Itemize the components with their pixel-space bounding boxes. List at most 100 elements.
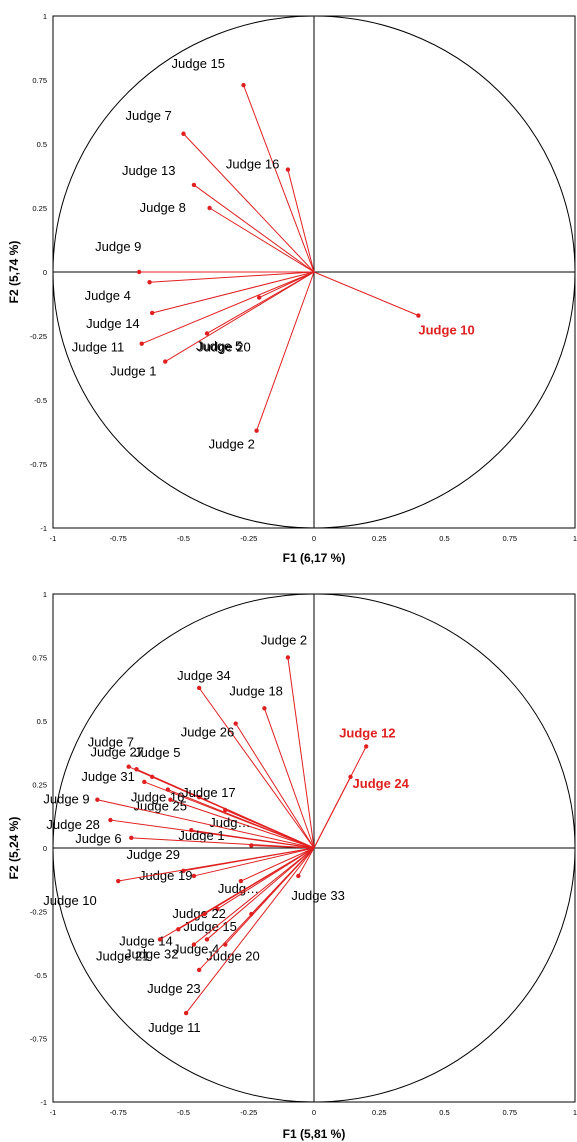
judge-point (191, 182, 197, 188)
judge-point (241, 82, 246, 88)
judge-vector (313, 271, 419, 316)
y-tick-label: 0 (43, 844, 47, 853)
judge-label: Judge 7 (88, 735, 134, 750)
judge-point (249, 843, 254, 848)
judge-vector (297, 847, 315, 877)
judge-label: Judge 5 (134, 745, 180, 760)
x-tick-label: -1 (50, 1108, 57, 1117)
y-tick-label: -0.5 (34, 971, 47, 980)
judge-vector (235, 723, 315, 849)
judge-label: Judge 16 (226, 157, 280, 172)
y-tick-label: 0.25 (32, 781, 47, 790)
x-tick-label: 0.25 (372, 534, 387, 543)
judge-point (196, 795, 202, 800)
x-tick-label: -0.5 (177, 1108, 190, 1117)
judge-point (116, 878, 121, 884)
judge-point (168, 797, 173, 802)
judge-label: Judge 15 (172, 56, 226, 71)
judge-point (238, 878, 244, 884)
judge-point (204, 331, 210, 336)
judge-vector (209, 207, 315, 273)
judge-vector (225, 809, 315, 849)
judge-label: Judge 1 (110, 364, 156, 379)
judge-point (181, 131, 186, 136)
judge-point (416, 313, 421, 318)
x-tick-label: 0 (312, 1108, 316, 1117)
judge-point (108, 817, 113, 823)
y-tick-label: 0.5 (37, 717, 47, 726)
x-tick-label: -0.25 (240, 1108, 257, 1117)
judge-label: Judge 13 (122, 163, 176, 178)
judge-label: Judge 10 (43, 893, 97, 908)
judge-point (285, 167, 291, 172)
judge-label: Judge 22 (172, 906, 226, 921)
judge-label: Judge 28 (46, 817, 100, 832)
judge-vector (118, 847, 315, 882)
x-tick-label: -0.75 (110, 534, 127, 543)
judge-point (149, 774, 155, 780)
judge-vector (240, 847, 315, 882)
judge-vector (193, 847, 315, 877)
judge-label: Judge 2 (209, 437, 255, 452)
judge-vector (97, 799, 315, 849)
x-tick-label: 0.5 (439, 1108, 449, 1117)
judge-point (215, 906, 220, 912)
judge-point (285, 655, 291, 660)
judge-label: Judge 20 (197, 340, 251, 355)
judge-label: Judg… (218, 881, 259, 896)
judge-point (136, 269, 142, 275)
y-tick-label: -0.25 (30, 332, 47, 341)
judge-label: Judge 12 (339, 725, 395, 740)
judge-label: Judge 6 (75, 831, 121, 846)
judge-label: Judge 17 (182, 785, 236, 800)
x-tick-label: 0.25 (372, 1108, 387, 1117)
judge-label: Judge 11 (148, 1020, 201, 1035)
judge-label: Judge 1 (178, 828, 224, 843)
judge-vector (164, 271, 315, 363)
y-tick-label: -0.5 (34, 396, 47, 405)
x-tick-label: 0.75 (502, 534, 517, 543)
x-tick-label: -1 (50, 534, 57, 543)
judge-point (183, 1010, 189, 1016)
judge-label: Judge 11 (72, 340, 125, 355)
judge-point (147, 280, 152, 285)
judge-label: Judge 31 (81, 769, 135, 784)
judge-label: Judge 27 (91, 744, 144, 759)
judge-label: Judge 10 (418, 323, 474, 338)
judge-vector (198, 687, 315, 849)
x-axis-title: F1 (5,81 %) (283, 1127, 346, 1141)
judge-label: Judge 4 (173, 941, 219, 956)
judge-point (196, 967, 202, 973)
judge-label: Judge 19 (139, 868, 193, 883)
y-tick-label: 0.75 (32, 654, 47, 663)
y-axis-title: F2 (5,74 %) (7, 241, 21, 304)
judge-point (196, 685, 202, 691)
y-tick-label: 0.75 (32, 76, 47, 85)
judge-vector (183, 133, 315, 273)
x-tick-label: 0 (312, 534, 316, 543)
judge-point (139, 341, 144, 346)
judge-point (207, 205, 212, 211)
judge-point (129, 835, 134, 841)
x-tick-label: 0.75 (502, 1108, 517, 1117)
judge-label: Judge 14 (119, 933, 173, 948)
judge-point (233, 721, 238, 726)
x-tick-label: -0.25 (240, 534, 257, 543)
judge-vector (185, 847, 315, 1014)
judge-vector (170, 799, 315, 849)
x-tick-label: -0.75 (110, 1108, 127, 1117)
x-tick-label: 1 (573, 1108, 577, 1117)
judge-vector (141, 271, 315, 345)
y-tick-label: 0.5 (37, 140, 47, 149)
y-tick-label: 0.25 (32, 204, 47, 213)
judge-label: Judge 8 (140, 200, 186, 215)
judge-label: Judge 20 (206, 949, 260, 964)
judge-point (191, 873, 197, 879)
judge-vector (167, 789, 315, 849)
y-tick-label: -1 (40, 524, 47, 533)
judge-label: Judge 7 (126, 108, 172, 123)
judge-vector (149, 271, 315, 283)
judge-vector (287, 657, 315, 849)
judge-vector (152, 271, 315, 314)
